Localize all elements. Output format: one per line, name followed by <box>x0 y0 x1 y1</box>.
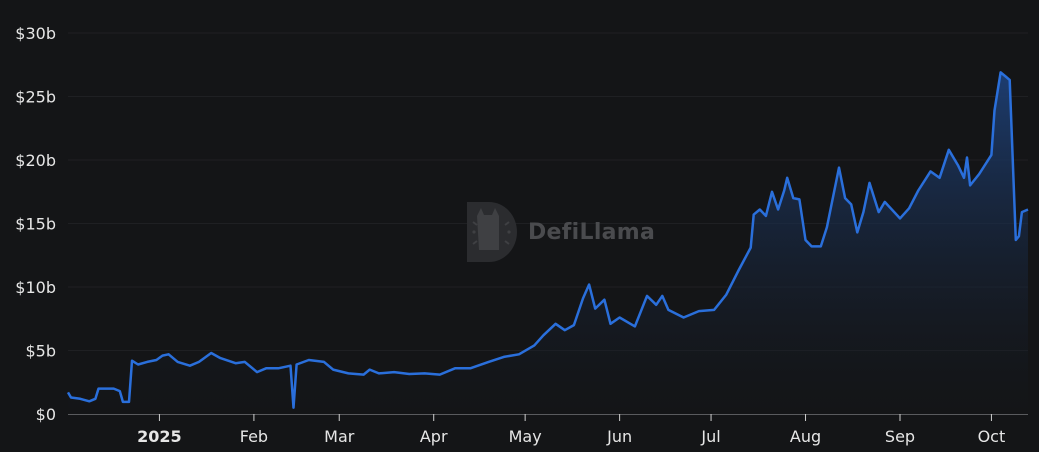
x-tick-label: May <box>509 427 542 446</box>
y-tick-label: $0 <box>36 405 56 424</box>
y-tick-label: $5b <box>25 342 56 361</box>
x-tick-label: Aug <box>790 427 821 446</box>
x-tick-label: 2025 <box>137 427 182 446</box>
x-axis-ticks: 2025 Feb Mar Apr May Jun Jul Aug Sep Oct <box>137 414 1005 446</box>
x-tick-label: Apr <box>420 427 448 446</box>
tvl-area-fill <box>68 72 1028 415</box>
x-tick-label: Oct <box>978 427 1006 446</box>
tvl-line <box>66 71 1029 409</box>
y-tick-label: $25b <box>15 88 56 107</box>
x-tick-label: Sep <box>885 427 915 446</box>
watermark-text: DefiLlama <box>528 220 656 245</box>
x-tick-label: Feb <box>240 427 268 446</box>
x-tick-label: Jun <box>606 427 632 446</box>
defillama-logo-icon <box>467 202 517 262</box>
y-tick-label: $15b <box>15 215 56 234</box>
y-axis-labels: $0 $5b $10b $15b $20b $25b $30b <box>15 24 56 424</box>
y-tick-label: $10b <box>15 278 56 297</box>
x-tick-label: Jul <box>700 427 720 446</box>
y-tick-label: $20b <box>15 151 56 170</box>
x-tick-label: Mar <box>324 427 355 446</box>
y-tick-label: $30b <box>15 24 56 43</box>
